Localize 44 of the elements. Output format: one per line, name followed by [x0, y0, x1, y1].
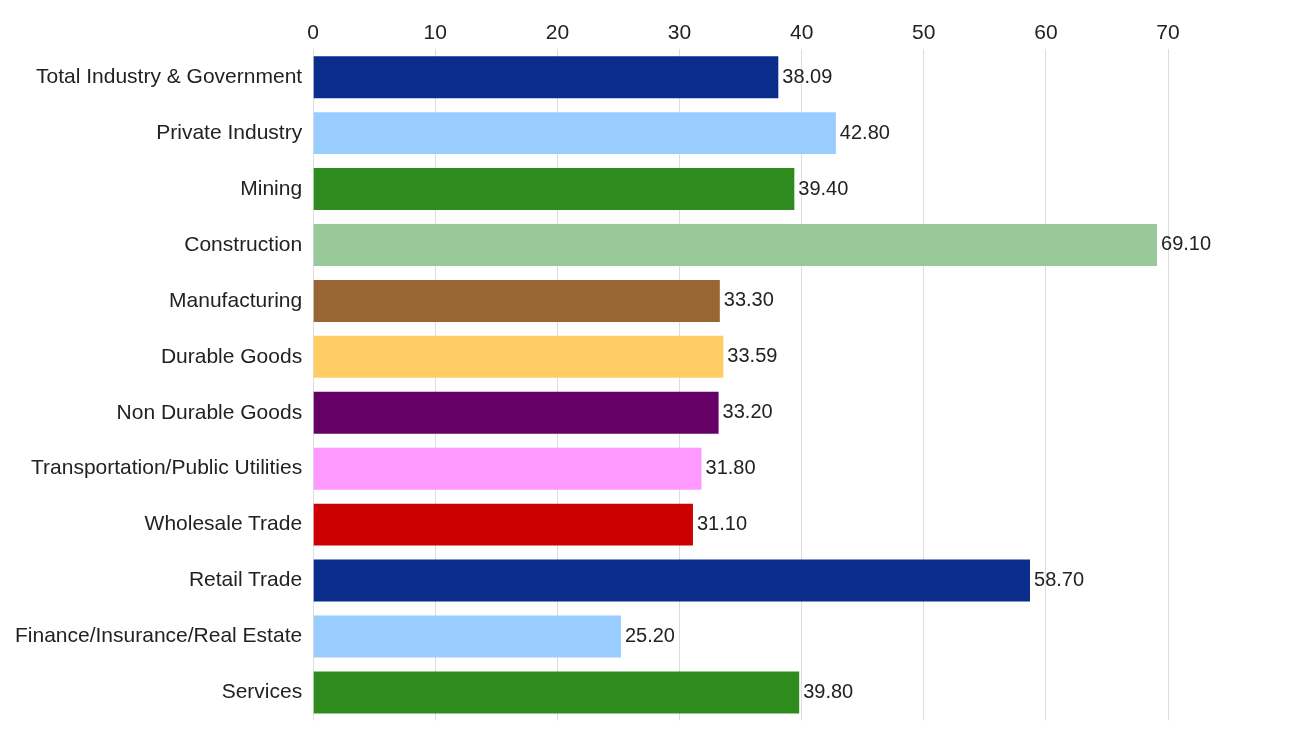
y-tick-label: Manufacturing [169, 287, 303, 311]
bar [313, 671, 800, 714]
x-tick-label: 70 [1156, 20, 1180, 44]
data-label: 38.09 [782, 64, 833, 87]
bar [313, 447, 702, 490]
y-tick-label: Durable Goods [160, 343, 303, 367]
y-tick-label: Transportation/Public Utilities [30, 455, 303, 479]
y-tick-label: Finance/Insurance/Real Estate [14, 623, 303, 647]
y-tick-label: Non Durable Goods [116, 399, 303, 423]
x-tick-label: 10 [423, 20, 447, 44]
y-tick-label: Wholesale Trade [144, 511, 303, 535]
bar [313, 168, 795, 211]
data-label: 58.70 [1034, 568, 1085, 591]
x-tick-label: 40 [789, 20, 814, 44]
bar [313, 112, 836, 155]
data-label: 33.20 [722, 400, 773, 423]
bar [313, 56, 779, 99]
y-tick-label: Retail Trade [188, 567, 303, 591]
y-tick-label: Private Industry [156, 119, 303, 143]
data-label: 31.80 [705, 456, 756, 479]
bar [313, 503, 693, 546]
data-label: 25.20 [624, 624, 675, 647]
data-label: 39.80 [803, 679, 854, 702]
y-tick-label: Services [221, 679, 303, 703]
x-tick-label: 60 [1034, 20, 1058, 44]
y-tick-label: Mining [240, 175, 303, 199]
bar [313, 279, 720, 322]
x-tick-label: 0 [307, 20, 319, 44]
x-tick-label: 50 [912, 20, 936, 44]
data-label: 42.80 [839, 120, 890, 143]
x-tick-label: 30 [667, 20, 692, 44]
bar [313, 559, 1031, 602]
bar [313, 223, 1158, 266]
bar [313, 335, 724, 378]
data-label: 69.10 [1161, 232, 1212, 255]
y-tick-label: Total Industry & Government [36, 63, 303, 87]
data-label: 33.30 [723, 288, 774, 311]
x-tick-label: 20 [545, 20, 570, 44]
y-tick-label: Construction [184, 231, 303, 255]
bar [313, 391, 719, 434]
data-label: 33.59 [727, 344, 778, 367]
data-label: 31.10 [696, 512, 748, 535]
data-label: 39.40 [798, 176, 849, 199]
bar [313, 615, 621, 658]
